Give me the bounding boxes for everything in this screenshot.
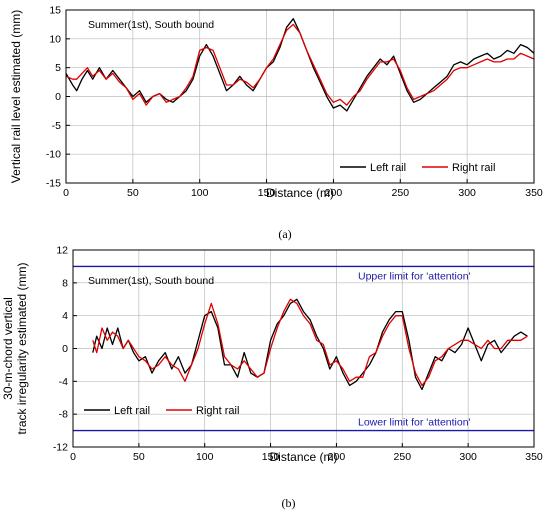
gridlines — [66, 10, 534, 183]
y-tick-label: -4 — [59, 376, 68, 388]
y-tick-label: 4 — [62, 310, 68, 322]
y-tick-label: -10 — [46, 149, 61, 161]
x-tick-label: 150 — [262, 451, 280, 463]
panel-caption: (b) — [282, 496, 296, 510]
right-rail-series-line — [65, 23, 535, 106]
x-tick-label: 0 — [63, 187, 69, 199]
x-tick-label: 350 — [525, 187, 543, 199]
y-tick-label: 8 — [62, 277, 68, 289]
condition-annotation: Summer(1st), South bound — [88, 19, 214, 31]
x-axis-title: Distance (m) — [269, 450, 337, 464]
x-axis-title: Distance (m) — [266, 186, 334, 200]
y-tick-label: 15 — [49, 5, 61, 17]
x-tick-label: 250 — [392, 187, 410, 199]
x-tick-label: 350 — [525, 451, 543, 463]
legend: Left rail Right rail — [84, 405, 239, 417]
x-tick-label: 300 — [459, 451, 477, 463]
x-tick-label: 200 — [325, 187, 343, 199]
y-axis-title-line: 30-m-chord vertical — [1, 297, 15, 400]
right-rail-legend-label: Right rail — [196, 405, 239, 417]
right-rail-legend-label: Right rail — [452, 162, 495, 174]
x-tick-label: 150 — [258, 187, 276, 199]
condition-annotation: Summer(1st), South bound — [88, 275, 214, 287]
lower-limit-label: Lower limit for 'attention' — [358, 417, 471, 429]
x-tick-label: 100 — [191, 187, 209, 199]
y-tick-label: 12 — [56, 245, 68, 257]
y-tick-label: -8 — [59, 409, 68, 421]
y-tick-label: 5 — [55, 62, 61, 74]
x-tick-label: 50 — [133, 451, 145, 463]
y-axis-title-line: track irregularity estimated (mm) — [15, 262, 29, 434]
x-tick-label: 200 — [328, 451, 346, 463]
y-tick-label: 0 — [62, 343, 68, 355]
left-rail-series-line — [65, 18, 535, 112]
y-tick-label: -15 — [46, 178, 61, 190]
y-tick-label: 10 — [49, 33, 61, 45]
x-tick-label: 300 — [458, 187, 476, 199]
panel-b-track-irregularity: Upper limit for 'attention' Lower limit f… — [1, 245, 543, 511]
y-tick-label: -5 — [52, 120, 61, 132]
x-tick-label: 250 — [394, 451, 412, 463]
legend: Left rail Right rail — [340, 162, 495, 174]
panel-a-vertical-rail-level: 0 50 100 150 200 250 300 350 -15 -10 -5 0 5 10 15 Dista… — [9, 5, 543, 242]
left-rail-legend-label: Left rail — [370, 162, 406, 174]
x-tick-label: 50 — [127, 187, 139, 199]
right-rail-series-line — [92, 298, 528, 387]
panel-caption: (a) — [278, 227, 291, 241]
left-rail-series-line — [92, 298, 528, 391]
x-tick-label: 0 — [70, 451, 76, 463]
y-tick-label: -12 — [53, 442, 68, 454]
gridlines — [73, 250, 534, 447]
left-rail-legend-label: Left rail — [114, 405, 150, 417]
y-axis-title: Vertical rail level estimated (mm) — [9, 10, 23, 183]
x-tick-label: 100 — [196, 451, 214, 463]
y-tick-label: 0 — [55, 91, 61, 103]
upper-limit-label: Upper limit for 'attention' — [358, 270, 471, 282]
